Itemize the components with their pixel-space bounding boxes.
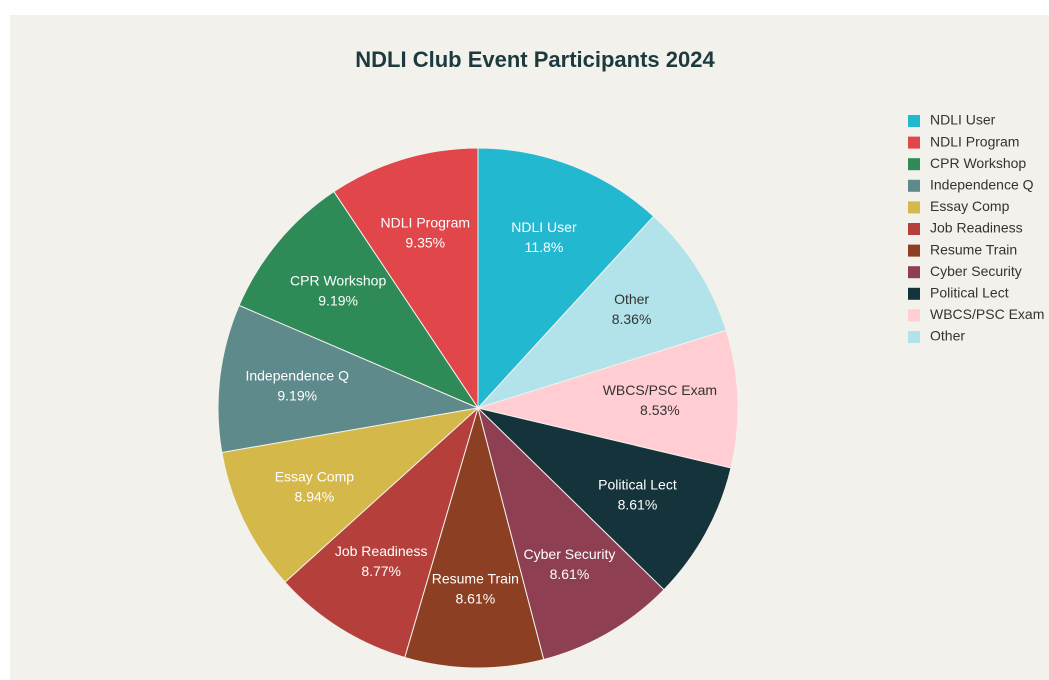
pie-slice [477, 147, 655, 410]
slice-label: Resume Train [432, 571, 519, 587]
pie-slice [476, 329, 739, 469]
legend-swatch [908, 223, 920, 235]
legend-label: Political Lect [930, 285, 1009, 301]
legend-label: WBCS/PSC Exam [930, 306, 1044, 322]
slice-value-label: 8.77% [361, 563, 401, 579]
slice-label: Job Readiness [335, 543, 428, 559]
slice-value-label: 8.61% [550, 566, 590, 582]
slice-label: Cyber Security [524, 546, 616, 562]
legend-label: Independence Q [930, 177, 1034, 193]
legend-swatch [908, 266, 920, 279]
slice-value-label: 8.61% [455, 591, 495, 607]
chart-title: NDLI Club Event Participants 2024 [355, 47, 715, 72]
legend-swatch [908, 179, 920, 192]
legend-label: Cyber Security [930, 263, 1022, 279]
legend-label: Essay Comp [930, 198, 1010, 214]
legend-swatch [908, 115, 920, 127]
pie-slice [238, 190, 480, 410]
slice-label: NDLI User [511, 219, 577, 235]
pie-slice [284, 406, 479, 659]
slice-value-label: 8.61% [618, 496, 658, 512]
legend-label: CPR Workshop [930, 155, 1026, 171]
slice-label: Political Lect [598, 476, 677, 492]
slice-label: Other [614, 291, 649, 307]
pie-slice [476, 215, 727, 410]
legend-label: Other [930, 328, 965, 344]
pie-slice [404, 406, 545, 669]
pie-slice [477, 406, 665, 661]
slice-label: Essay Comp [275, 468, 355, 484]
slice-label: CPR Workshop [290, 272, 386, 288]
legend-label: Resume Train [930, 241, 1017, 257]
slice-value-label: 9.19% [318, 292, 358, 308]
legend-swatch [908, 287, 920, 300]
legend-swatch [908, 309, 920, 322]
slice-value-label: 9.35% [405, 235, 445, 251]
pie-slice [333, 147, 479, 410]
legend-label: Job Readiness [930, 220, 1023, 236]
slice-value-label: 8.53% [640, 402, 680, 418]
pie-slice [217, 304, 480, 454]
slice-value-label: 11.8% [525, 239, 564, 255]
legend-label: NDLI User [930, 112, 996, 128]
slice-label: Independence Q [245, 368, 349, 384]
slice-label: WBCS/PSC Exam [603, 382, 717, 398]
slice-value-label: 8.36% [612, 311, 652, 327]
slice-label: NDLI Program [381, 215, 470, 231]
slice-value-label: 8.94% [295, 488, 335, 504]
legend-swatch [908, 136, 920, 149]
pie-slice [221, 407, 480, 583]
legend-swatch [908, 201, 920, 214]
slice-value-label: 9.19% [277, 388, 317, 404]
legend-label: NDLI Program [930, 133, 1019, 149]
legend-swatch [908, 158, 920, 171]
legend-swatch [908, 244, 920, 257]
legend-swatch [908, 331, 920, 343]
